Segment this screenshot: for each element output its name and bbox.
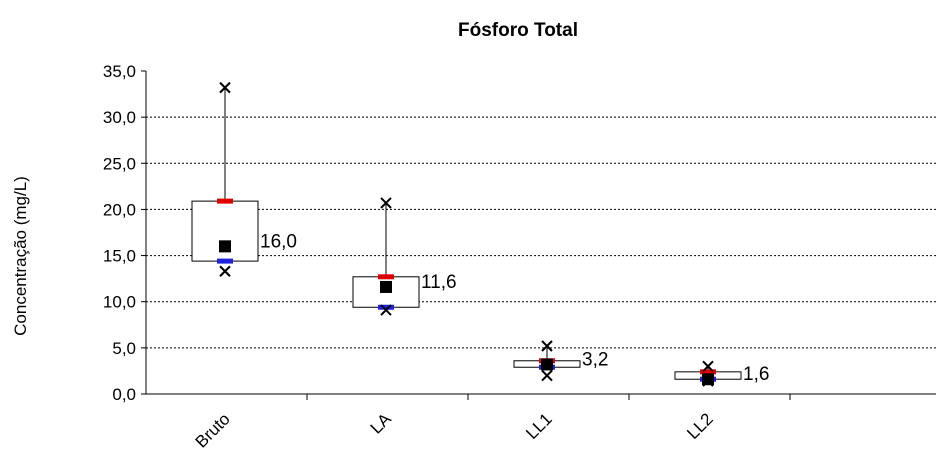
y-tick-label: 15,0 xyxy=(103,247,136,266)
median-value-label: 1,6 xyxy=(743,364,769,385)
boxes: 16,0 11,6 3,2 1,6 xyxy=(191,81,769,387)
x-stroke xyxy=(219,81,231,94)
q1-marker xyxy=(378,304,394,310)
x-stroke xyxy=(380,197,392,209)
max-marker xyxy=(702,360,714,373)
x-tick-labels: Bruto LA LL1 LL2 xyxy=(192,409,717,452)
y-tick-label: 20,0 xyxy=(103,200,136,219)
min-marker xyxy=(219,265,231,277)
median-marker xyxy=(541,358,553,371)
max-marker xyxy=(380,197,392,209)
min-marker xyxy=(380,304,392,316)
y-tick-label: 10,0 xyxy=(103,293,136,312)
q3-marker xyxy=(700,369,716,375)
y-tick-label: 30,0 xyxy=(103,108,136,127)
median-marker xyxy=(380,280,392,293)
x-stroke xyxy=(702,375,714,387)
median-value-label: 11,6 xyxy=(421,272,457,293)
box-bruto: 16,0 xyxy=(191,81,297,277)
y-tick-label: 0,0 xyxy=(112,385,136,404)
median-value-label: 3,2 xyxy=(582,349,608,370)
y-tick-label: 5,0 xyxy=(112,339,136,358)
x-tick-label: LL2 xyxy=(683,409,716,442)
y-axis-label: Concentração (mg/L) xyxy=(11,176,30,336)
q3-marker xyxy=(217,198,233,204)
q3-marker xyxy=(378,274,394,280)
y-tick-labels: 0,0 5,0 10,0 15,0 20,0 25,0 30,0 35,0 xyxy=(103,62,136,404)
box-ll1: 3,2 xyxy=(513,340,608,382)
x-stroke xyxy=(219,265,231,277)
y-tick-label: 25,0 xyxy=(103,154,136,173)
max-marker xyxy=(219,81,231,94)
median-marker xyxy=(702,373,714,386)
median-value-label: 16,0 xyxy=(260,231,297,252)
min-marker xyxy=(541,369,553,382)
x-stroke xyxy=(541,369,553,382)
y-tick-label: 35,0 xyxy=(103,62,136,81)
x-tick-label: Bruto xyxy=(192,409,234,451)
box-ll2: 1,6 xyxy=(674,360,769,387)
x-tick-label: LA xyxy=(367,409,396,438)
median-marker xyxy=(219,240,231,253)
axes xyxy=(141,70,936,400)
x-stroke xyxy=(702,360,714,373)
q1-marker xyxy=(217,258,233,264)
max-marker xyxy=(541,340,553,352)
min-marker xyxy=(702,375,714,387)
box-la: 11,6 xyxy=(352,197,457,316)
x-tick-label: LL1 xyxy=(522,409,555,442)
x-stroke xyxy=(380,304,392,316)
chart-title: Fósforo Total xyxy=(458,20,578,41)
x-stroke xyxy=(541,340,553,352)
